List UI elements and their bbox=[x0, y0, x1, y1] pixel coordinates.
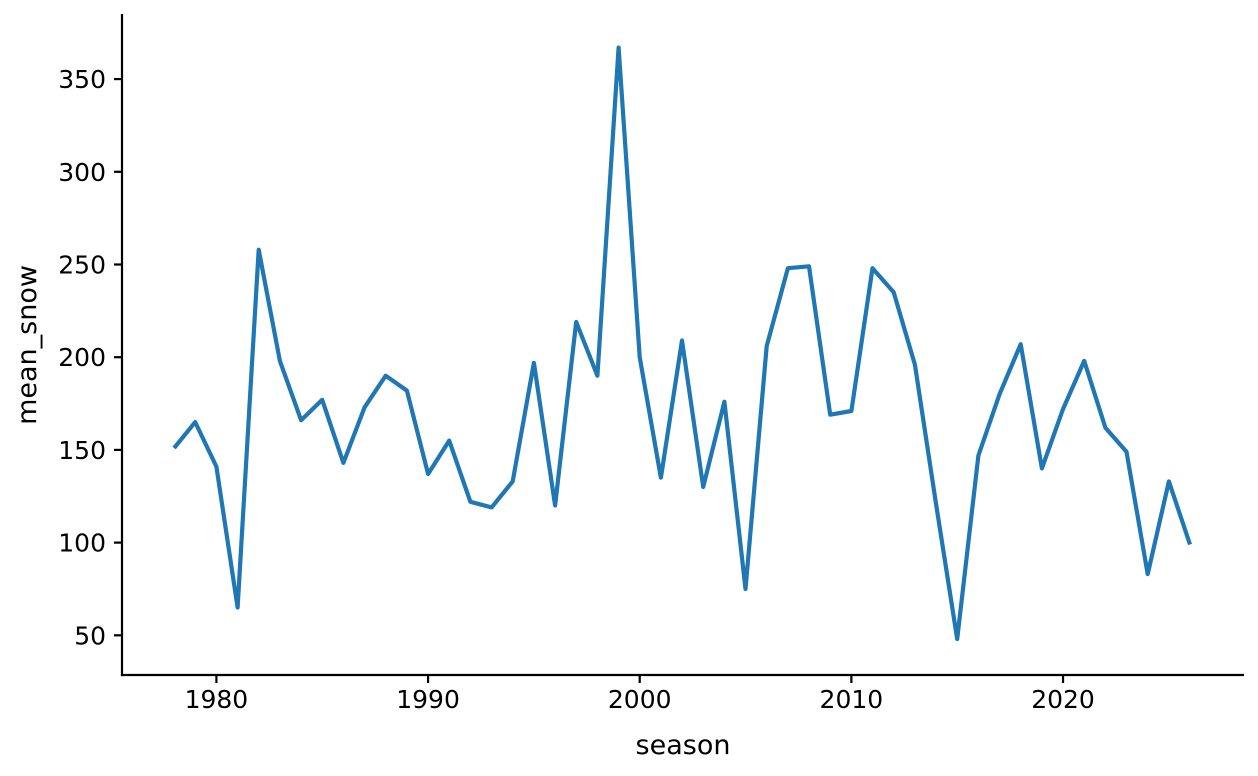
x-tick-label: 2020 bbox=[1031, 685, 1095, 714]
y-tick-label: 350 bbox=[58, 65, 106, 94]
y-tick-label: 300 bbox=[58, 158, 106, 187]
y-tick-label: 250 bbox=[58, 250, 106, 279]
y-tick-label: 200 bbox=[58, 343, 106, 372]
y-axis-label: mean_snow bbox=[12, 265, 43, 425]
y-tick-label: 150 bbox=[58, 436, 106, 465]
x-tick-label: 1980 bbox=[185, 685, 249, 714]
plot-area: 50 100 150 200 250 300 350 1980 1990 2000 2010 2020 bbox=[58, 14, 1244, 714]
y-tick-label: 100 bbox=[58, 529, 106, 558]
y-tick-label: 50 bbox=[74, 621, 106, 650]
x-tick-label: 2010 bbox=[820, 685, 884, 714]
snow-series-line bbox=[172, 45, 1192, 642]
x-axis-label: season bbox=[636, 730, 731, 761]
x-tick-label: 2000 bbox=[608, 685, 672, 714]
x-tick-label: 1990 bbox=[396, 685, 460, 714]
